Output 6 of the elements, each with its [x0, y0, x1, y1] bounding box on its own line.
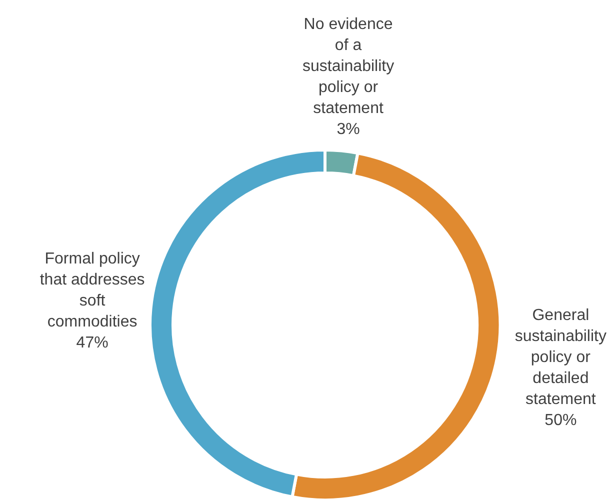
data-label: 50%: [544, 412, 577, 429]
data-label: 47%: [76, 334, 108, 352]
slice-label: General sustainability policy or detailed statement: [514, 306, 606, 408]
slice-label: No evidence of a sustainability policy or statement: [302, 16, 394, 117]
data-label: 3%: [336, 120, 360, 138]
slice-label: Formal policy that addresses soft commodities: [40, 250, 145, 331]
